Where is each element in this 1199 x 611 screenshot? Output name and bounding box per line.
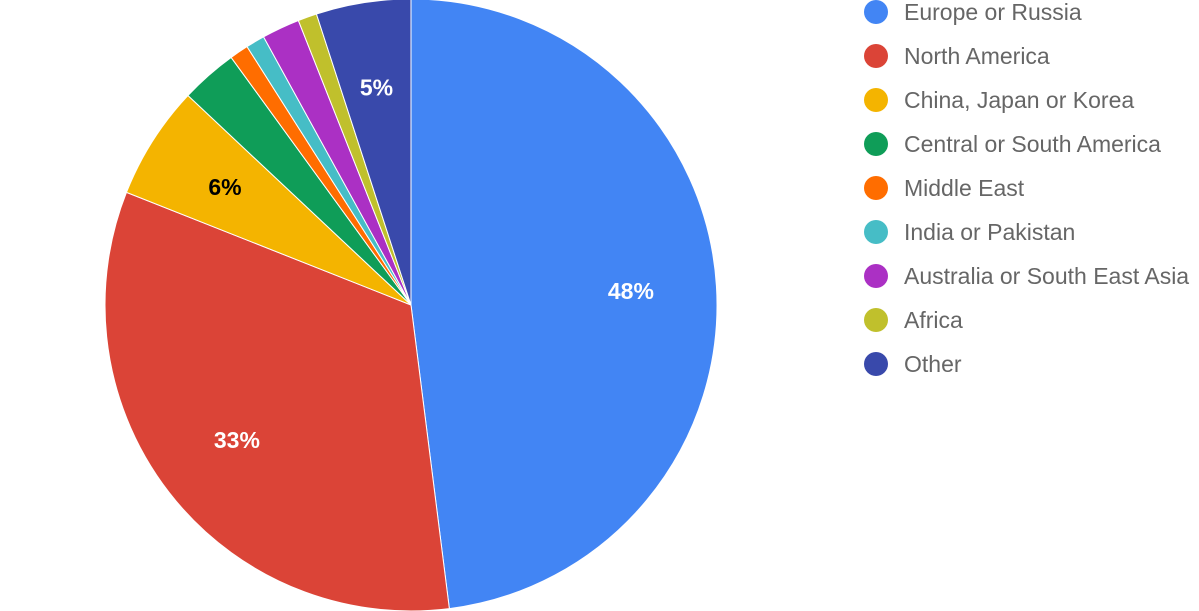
legend-swatch (864, 308, 888, 332)
legend-item-india-or-pakistan: India or Pakistan (864, 219, 1075, 245)
legend-label: China, Japan or Korea (904, 87, 1134, 113)
legend-swatch (864, 352, 888, 376)
legend-label: Australia or South East Asia (904, 263, 1189, 289)
pie-slice-labels: 48% 33% 6% 5% (208, 74, 654, 453)
legend-label: Africa (904, 307, 963, 333)
slice-label-other: 5% (360, 74, 393, 100)
legend-item-africa: Africa (864, 307, 963, 333)
pie-slices (104, 0, 718, 611)
pie-slice-north-america (104, 191, 450, 611)
slice-label-china-japan-or-korea: 6% (208, 174, 241, 200)
legend-label: Middle East (904, 175, 1025, 201)
legend-swatch (864, 44, 888, 68)
legend-item-china-japan-or-korea: China, Japan or Korea (864, 87, 1134, 113)
legend-item-europe-or-russia: Europe or Russia (864, 0, 1082, 25)
legend-item-middle-east: Middle East (864, 175, 1025, 201)
legend-swatch (864, 132, 888, 156)
legend-item-central-or-south-america: Central or South America (864, 131, 1161, 157)
legend-item-north-america: North America (864, 43, 1050, 69)
legend-label: Europe or Russia (904, 0, 1082, 25)
legend-label: Other (904, 351, 962, 377)
legend-item-australia-or-south-east-asia: Australia or South East Asia (864, 263, 1189, 289)
legend-swatch (864, 176, 888, 200)
legend: Europe or Russia North America China, Japa… (864, 0, 1189, 377)
legend-swatch (864, 220, 888, 244)
pie-slice-other (315, 0, 412, 306)
pie-slice-europe-or-russia (410, 0, 718, 610)
slice-label-europe-or-russia: 48% (608, 278, 654, 304)
legend-swatch (864, 264, 888, 288)
legend-label: North America (904, 43, 1050, 69)
legend-label: Central or South America (904, 131, 1161, 157)
legend-label: India or Pakistan (904, 219, 1075, 245)
legend-swatch (864, 0, 888, 24)
slice-label-north-america: 33% (214, 427, 260, 453)
legend-item-other: Other (864, 351, 962, 377)
legend-swatch (864, 88, 888, 112)
